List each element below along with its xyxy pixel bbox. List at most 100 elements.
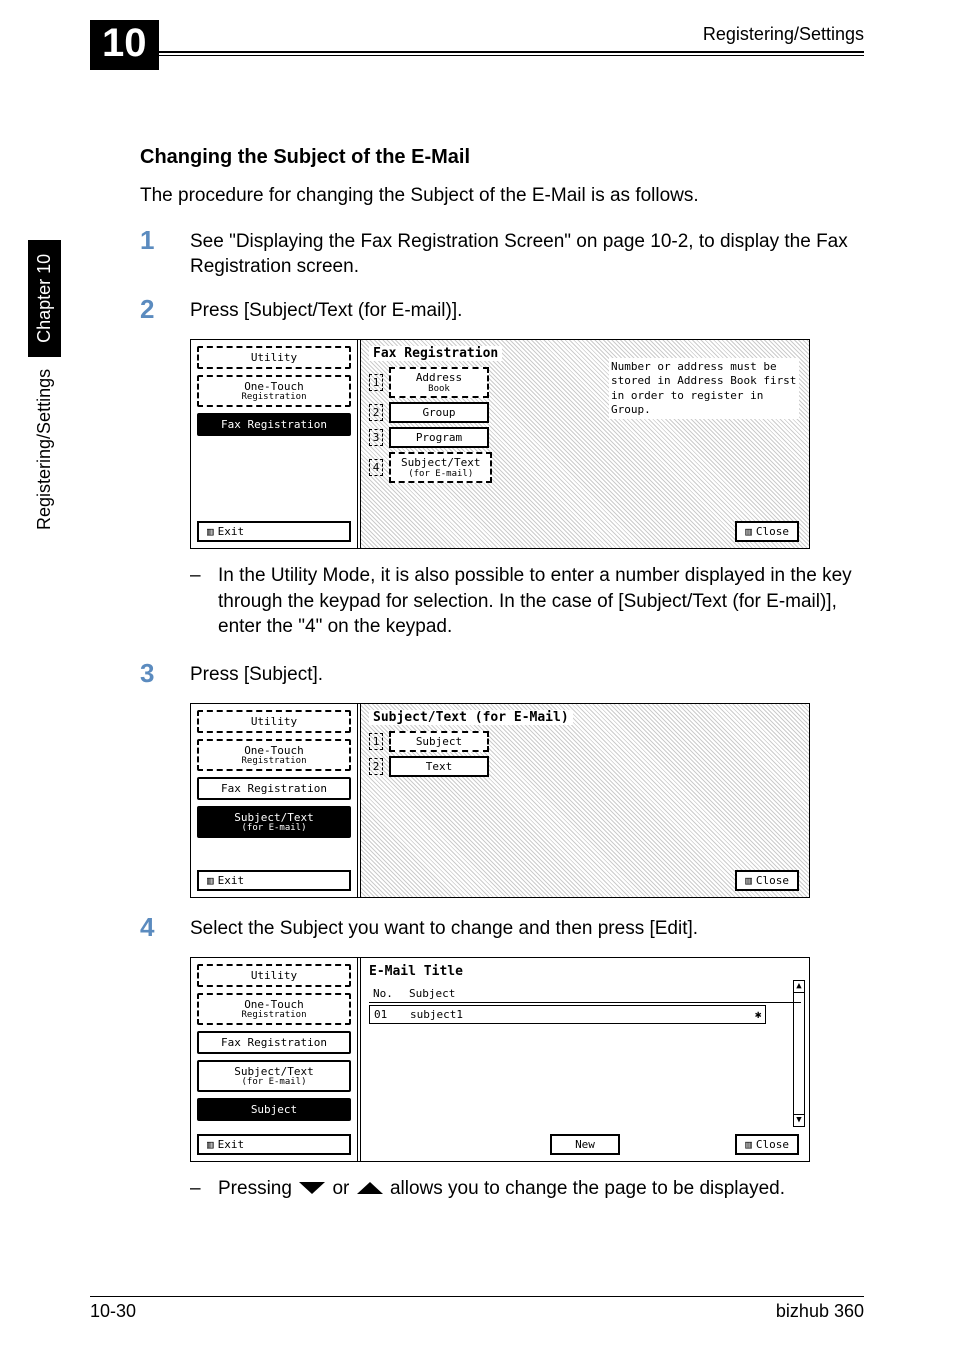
lcd3-subtext-sub: (for E-mail)	[203, 1078, 345, 1087]
lcd3-table-header: No. Subject	[369, 985, 801, 1003]
step-3: 3 Press [Subject].	[140, 658, 864, 689]
step-2-text: Press [Subject/Text (for E-mail)].	[190, 294, 462, 325]
page-footer: 10-30 bizhub 360	[90, 1296, 864, 1322]
lcd3-row-no: 01	[374, 1008, 410, 1021]
footer-rule	[90, 1296, 864, 1297]
lcd3-onetouch-label: One-Touch	[244, 998, 304, 1011]
step-1: 1 See "Displaying the Fax Registration S…	[140, 225, 864, 280]
lcd-screenshot-subject-text: Utility One-Touch Registration Fax Regis…	[190, 703, 810, 898]
header-rule	[140, 51, 864, 53]
lcd3-onetouch: One-Touch Registration	[197, 993, 351, 1025]
lcd2-close-label: Close	[756, 874, 789, 887]
lcd2-item1-num: 1	[369, 733, 383, 750]
lcd1-note: Number or address must be stored in Addr…	[609, 358, 799, 419]
lcd-screenshot-email-title: Utility One-Touch Registration Fax Regis…	[190, 957, 810, 1162]
step-4-text: Select the Subject you want to change an…	[190, 912, 698, 943]
step-3-text: Press [Subject].	[190, 658, 323, 689]
lcd2-subtext: Subject/Text (for E-mail)	[197, 806, 351, 838]
step-2: 2 Press [Subject/Text (for E-mail)].	[140, 294, 864, 325]
note-dash-icon-2: –	[190, 1176, 218, 1202]
lcd1-item1-num: 1	[369, 374, 383, 391]
step-4: 4 Select the Subject you want to change …	[140, 912, 864, 943]
side-tab: Registering/Settings Chapter 10	[28, 240, 61, 530]
page-down-arrow-icon	[297, 1180, 327, 1196]
lcd1-onetouch: One-Touch Registration	[197, 375, 351, 407]
lcd2-exit-label: Exit	[218, 874, 245, 887]
lcd3-subject: Subject	[197, 1098, 351, 1121]
lcd3-close-label: Close	[756, 1138, 789, 1151]
lcd1-item3-btn: Program	[389, 427, 489, 448]
step-4-note: – Pressing or allows you to change the p…	[190, 1176, 864, 1202]
lcd2-utility: Utility	[197, 710, 351, 733]
footer-page-number: 10-30	[90, 1301, 136, 1322]
lcd3-subtext: Subject/Text (for E-mail)	[197, 1060, 351, 1092]
lcd1-faxreg: Fax Registration	[197, 413, 351, 436]
lcd3-subtext-label: Subject/Text	[234, 1065, 313, 1078]
lcd1-item2-num: 2	[369, 404, 383, 421]
lcd3-row-sub: subject1	[410, 1008, 755, 1021]
lcd2-subtext-sub: (for E-mail)	[203, 824, 345, 833]
lcd1-exit: ▥ Exit	[197, 521, 351, 542]
side-tab-label: Registering/Settings	[34, 369, 55, 530]
lcd1-close-label: Close	[756, 525, 789, 538]
header-sub-rule	[140, 55, 864, 56]
lcd1-item4-sub: (for E-mail)	[401, 469, 480, 479]
lcd2-item2-btn: Text	[389, 756, 489, 777]
lcd3-table-row: 01 subject1 ✱	[369, 1005, 766, 1024]
step-4-note-pre: Pressing	[218, 1178, 292, 1199]
lcd1-item4-num: 4	[369, 459, 383, 476]
chapter-number-tab: 10	[90, 20, 159, 70]
side-tab-chapter: Chapter 10	[28, 240, 61, 357]
lcd2-item1-btn: Subject	[389, 731, 489, 752]
lcd1-item1-btn: Address Book	[389, 367, 489, 398]
lcd1-title: Fax Registration	[369, 346, 502, 361]
lcd3-row-mark: ✱	[755, 1008, 762, 1021]
lcd2-faxreg: Fax Registration	[197, 777, 351, 800]
lcd3-exit-label: Exit	[218, 1138, 245, 1151]
lcd2-exit: ▥ Exit	[197, 870, 351, 891]
lcd3-close: ▥ Close	[735, 1134, 799, 1155]
step-2-note: – In the Utility Mode, it is also possib…	[190, 563, 864, 640]
lcd3-title: E-Mail Title	[369, 964, 801, 979]
section-heading: Changing the Subject of the E-Mail	[140, 146, 864, 169]
lcd1-item4-label: Subject/Text	[401, 456, 480, 469]
step-4-note-text: Pressing or allows you to change the pag…	[218, 1176, 785, 1202]
lcd2-onetouch: One-Touch Registration	[197, 739, 351, 771]
lcd3-new-btn: New	[550, 1134, 620, 1155]
lcd3-scroll-up-icon: ▲	[794, 981, 804, 993]
header-section-title: Registering/Settings	[140, 24, 864, 45]
lcd2-onetouch-sub: Registration	[203, 757, 345, 766]
step-4-note-or: or	[332, 1178, 349, 1199]
step-2-number: 2	[140, 294, 190, 325]
lcd1-utility: Utility	[197, 346, 351, 369]
lcd1-exit-label: Exit	[218, 525, 245, 538]
lcd3-scroll-down-icon: ▼	[794, 1114, 804, 1126]
lcd1-item3-num: 3	[369, 429, 383, 446]
lcd1-close: ▥ Close	[735, 521, 799, 542]
lcd2-subtext-label: Subject/Text	[234, 811, 313, 824]
step-3-number: 3	[140, 658, 190, 689]
step-2-note-text: In the Utility Mode, it is also possible…	[218, 563, 864, 640]
lcd3-faxreg: Fax Registration	[197, 1031, 351, 1054]
lcd1-onetouch-sub: Registration	[203, 393, 345, 402]
lcd3-onetouch-sub: Registration	[203, 1011, 345, 1020]
footer-product: bizhub 360	[776, 1301, 864, 1322]
lcd3-col-sub: Subject	[409, 987, 797, 1000]
page-up-arrow-icon	[355, 1180, 385, 1196]
step-1-text: See "Displaying the Fax Registration Scr…	[190, 225, 864, 280]
intro-paragraph: The procedure for changing the Subject o…	[140, 183, 864, 209]
lcd1-onetouch-label: One-Touch	[244, 380, 304, 393]
lcd2-onetouch-label: One-Touch	[244, 744, 304, 757]
lcd1-item4-btn: Subject/Text (for E-mail)	[389, 452, 492, 483]
lcd3-utility: Utility	[197, 964, 351, 987]
step-1-number: 1	[140, 225, 190, 280]
lcd3-exit: ▥ Exit	[197, 1134, 351, 1155]
lcd2-close: ▥ Close	[735, 870, 799, 891]
lcd1-item2-btn: Group	[389, 402, 489, 423]
lcd-screenshot-fax-registration: Utility One-Touch Registration Fax Regis…	[190, 339, 810, 549]
note-dash-icon: –	[190, 563, 218, 640]
lcd2-title: Subject/Text (for E-Mail)	[369, 710, 573, 725]
step-4-number: 4	[140, 912, 190, 943]
lcd2-item2-num: 2	[369, 758, 383, 775]
lcd1-item1-label: Address	[416, 371, 462, 384]
